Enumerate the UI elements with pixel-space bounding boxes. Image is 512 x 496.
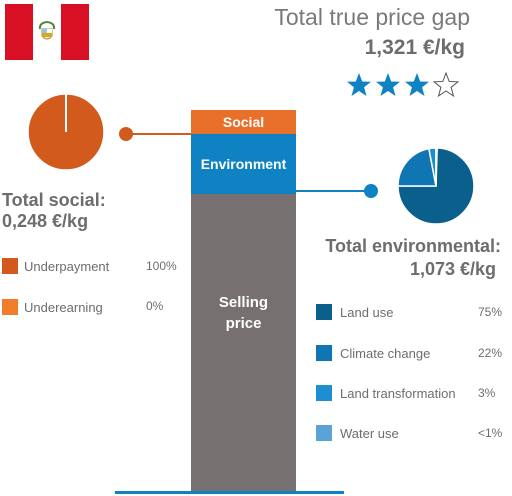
legend-item-climate-change: Climate change bbox=[316, 345, 430, 361]
flag-right-band bbox=[61, 4, 89, 60]
total-environmental-label: Total environmental: bbox=[325, 236, 501, 256]
star-filled-icon bbox=[405, 73, 429, 96]
legend-item-underpayment: Underpayment bbox=[2, 258, 109, 274]
pie-slice-climate-change bbox=[397, 147, 437, 187]
chart-title: Total true price gap bbox=[274, 4, 470, 30]
star-filled-icon bbox=[376, 73, 400, 96]
environmental-pie-chart bbox=[397, 147, 475, 225]
flag-left-band bbox=[5, 4, 33, 60]
legend-label-land-transformation: Land transformation bbox=[340, 385, 456, 401]
legend-item-underearning: Underearning bbox=[2, 299, 103, 315]
total-environmental-value: 1,073 €/kg bbox=[409, 259, 496, 279]
legend-pct-climate-change: 22% bbox=[478, 346, 503, 360]
legend-pct-water-use: <1% bbox=[478, 426, 503, 440]
total-social-label: Total social: bbox=[2, 190, 106, 210]
bar-segment-selling-price: Selling price bbox=[191, 194, 296, 492]
environmental-connector-line bbox=[296, 190, 370, 192]
star-filled-icon bbox=[347, 73, 371, 96]
legend-pct-land-use: 75% bbox=[478, 305, 503, 319]
legend-pct-land-transformation: 3% bbox=[478, 386, 496, 400]
social-connector-dot bbox=[119, 127, 133, 141]
social-connector-line bbox=[126, 133, 192, 135]
bar-label-social: Social bbox=[222, 114, 265, 130]
flag-center-band bbox=[33, 4, 61, 60]
social-pie-chart bbox=[27, 93, 105, 171]
bar-segment-social: Social bbox=[191, 110, 296, 134]
land-use-swatch bbox=[316, 304, 332, 320]
total-social-value: 0,248 €/kg bbox=[2, 211, 89, 231]
legend-label-underearning: Underearning bbox=[24, 299, 103, 315]
underearning-swatch bbox=[2, 299, 18, 315]
legend-label-water-use: Water use bbox=[340, 425, 399, 441]
rating-stars bbox=[346, 72, 459, 98]
legend-pct-underearning: 0% bbox=[146, 299, 164, 313]
peru-flag-icon bbox=[5, 4, 89, 60]
bar-segment-environment: Environment bbox=[191, 134, 296, 194]
stacked-bar: Social Environment Selling price bbox=[191, 110, 296, 492]
water-use-swatch bbox=[316, 425, 332, 441]
coat-of-arms-icon bbox=[38, 21, 56, 40]
legend-item-land-use: Land use bbox=[316, 304, 394, 320]
legend-item-water-use: Water use bbox=[316, 425, 399, 441]
legend-label-land-use: Land use bbox=[340, 304, 394, 320]
star-empty-icon bbox=[433, 72, 459, 98]
pie-slice-land-use bbox=[397, 147, 475, 225]
environmental-connector-dot bbox=[364, 184, 378, 198]
pie-slice-water-use bbox=[435, 147, 438, 187]
total-gap-value: 1,321 €/kg bbox=[364, 36, 465, 59]
chart-baseline bbox=[115, 491, 344, 494]
bar-label-environment: Environment bbox=[200, 156, 287, 172]
legend-pct-underpayment: 100% bbox=[146, 259, 177, 273]
underpayment-swatch bbox=[2, 258, 18, 274]
legend-item-land-transformation: Land transformation bbox=[316, 385, 456, 401]
bar-label-selling-price: Selling price bbox=[218, 294, 269, 332]
legend-label-underpayment: Underpayment bbox=[24, 258, 110, 274]
climate-change-swatch bbox=[316, 345, 332, 361]
legend-label-climate-change: Climate change bbox=[340, 345, 431, 361]
land-transformation-swatch bbox=[316, 385, 332, 401]
